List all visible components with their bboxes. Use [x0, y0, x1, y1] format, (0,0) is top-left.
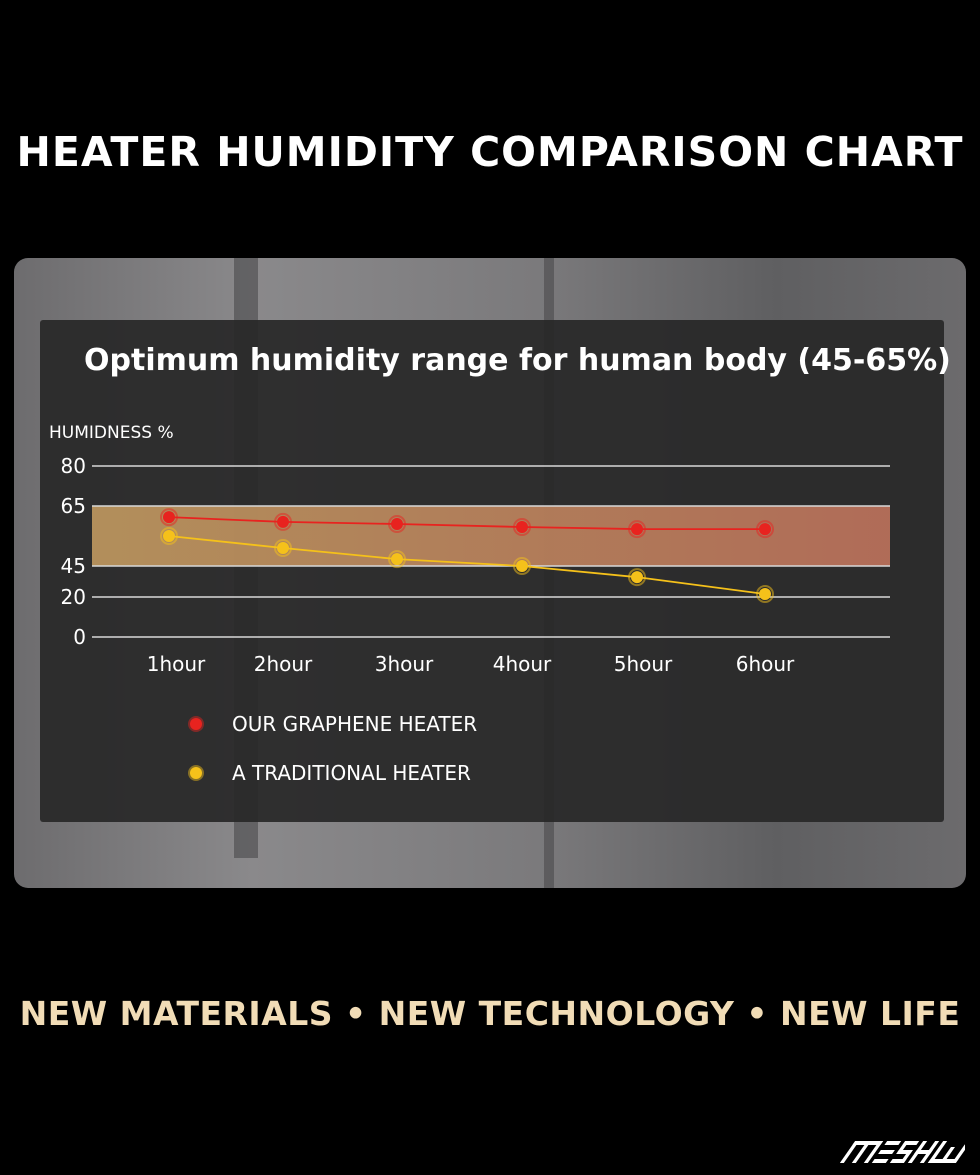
y-tick-label: 20: [61, 585, 86, 609]
legend-item-traditional: A TRADITIONAL HEATER: [190, 761, 471, 785]
x-tick-label: 6hour: [736, 652, 795, 676]
data-point-halo: [513, 557, 531, 575]
footer-slogan: NEW MATERIALS • NEW TECHNOLOGY • NEW LIF…: [19, 994, 961, 1033]
brand-logo: [840, 1141, 965, 1163]
y-axis-label: HUMIDNESS %: [49, 423, 174, 443]
data-point: [516, 560, 528, 572]
y-tick-label: 45: [61, 554, 86, 578]
data-point: [277, 515, 289, 528]
data-point: [391, 553, 403, 566]
data-point: [277, 542, 289, 554]
data-point-halo: [756, 585, 774, 604]
data-point-halo: [160, 527, 178, 545]
data-point: [163, 530, 175, 542]
chart-panel: [40, 320, 944, 822]
data-point-halo: [274, 539, 292, 557]
legend-item-graphene: OUR GRAPHENE HEATER: [190, 712, 477, 736]
legend-label: A TRADITIONAL HEATER: [232, 761, 471, 785]
page-title: HEATER HUMIDITY COMPARISON CHART: [16, 128, 964, 176]
data-point-halo: [628, 520, 646, 539]
series-line-0: [168, 516, 765, 530]
y-tick-label: 80: [61, 454, 86, 478]
x-tick-label: 2hour: [254, 652, 313, 676]
y-tick-label: 65: [61, 494, 86, 518]
data-point-halo: [628, 568, 646, 587]
legend-marker-yellow: [190, 767, 202, 779]
data-point: [516, 521, 528, 533]
x-tick-label: 1hour: [147, 652, 206, 676]
data-point-halo: [756, 520, 774, 539]
data-point-halo: [513, 518, 531, 536]
data-point: [759, 588, 771, 601]
data-point: [631, 523, 643, 536]
data-point: [759, 523, 771, 536]
data-point: [631, 571, 643, 584]
legend-label: OUR GRAPHENE HEATER: [232, 712, 478, 736]
data-point-halo: [388, 515, 406, 533]
series-line-1: [168, 535, 766, 595]
legend-marker-red: [190, 718, 202, 730]
x-tick-label: 4hour: [493, 652, 552, 676]
x-tick-label: 3hour: [375, 652, 434, 676]
data-point-halo: [160, 508, 178, 527]
data-point: [163, 511, 175, 524]
data-point: [391, 518, 403, 530]
y-tick-label: 0: [73, 625, 86, 649]
chart-title: Optimum humidity range for human body (4…: [84, 343, 951, 378]
optimum-range-band: [92, 506, 890, 566]
data-point-halo: [388, 550, 406, 569]
data-point-halo: [274, 512, 292, 531]
x-tick-label: 5hour: [614, 652, 673, 676]
